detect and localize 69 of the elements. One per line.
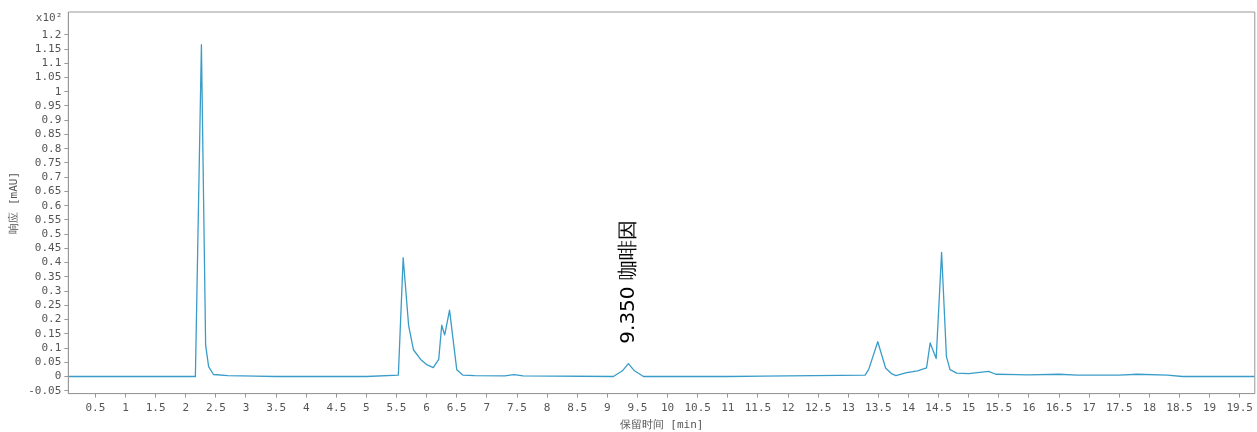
x-tick-label: 19	[1202, 401, 1217, 415]
y-tick-label: 0.65	[34, 184, 62, 198]
x-tick-label: 6	[423, 401, 430, 415]
x-tick-label: 11	[721, 401, 735, 415]
y-tick-label: 1.05	[34, 70, 62, 84]
y-tick-label: 0.25	[34, 298, 62, 312]
x-tick-label: 15.5	[985, 401, 1013, 415]
x-tick-label: 9	[604, 401, 611, 415]
x-tick-label: 14	[901, 401, 916, 415]
y-tick-label: 1.15	[34, 41, 62, 55]
x-tick-label: 18.5	[1166, 401, 1193, 415]
x-tick-label: 16	[1022, 401, 1036, 415]
x-tick-label: 4.5	[326, 401, 347, 415]
x-tick-label: 13.5	[865, 401, 892, 415]
y-tick-label: 0.45	[34, 241, 62, 255]
x-tick-label: 3	[242, 401, 250, 415]
annotation: 9.350 咖啡因	[614, 220, 639, 344]
x-tick-label: 6.5	[446, 401, 467, 415]
x-tick-label: 3.5	[266, 401, 287, 415]
x-tick-label: 12	[781, 401, 795, 415]
x-tick-label: 14.5	[925, 401, 952, 415]
x-tick-label: 7.5	[507, 401, 527, 415]
x-tick-label: 17.5	[1106, 401, 1133, 415]
x-tick-label: 10	[660, 401, 675, 415]
x-tick-label: 9.5	[627, 401, 648, 415]
x-axis-title: 保留时间 [min]	[619, 418, 704, 432]
y-tick-label: 0.5	[41, 226, 62, 240]
x-tick-label: 11.5	[744, 401, 772, 415]
x-tick-label: 2.5	[205, 401, 226, 415]
y-tick-label: 0.35	[34, 269, 62, 283]
y-tick-label: 0.9	[41, 113, 62, 127]
x-tick-label: 1	[122, 401, 129, 415]
y-tick-label: -0.05	[28, 383, 62, 397]
y-tick-label: 0.85	[34, 127, 62, 141]
y-tick-label: 1.2	[41, 27, 62, 41]
x-tick-label: 2	[182, 401, 190, 415]
x-tick-label: 5.5	[386, 401, 407, 415]
x-tick-label: 15	[962, 401, 976, 415]
y-tick-label: 1	[54, 84, 62, 98]
y-axis-title: 响应 [mAU]	[7, 171, 21, 234]
y-tick-label: 0.3	[41, 283, 62, 297]
y-tick-label: 0.8	[41, 141, 62, 155]
x-tick-label: 0.5	[85, 401, 106, 415]
x-tick-label: 4	[302, 401, 310, 415]
y-tick-label: 0.05	[34, 355, 62, 369]
x-tick-label: 10.5	[684, 401, 711, 415]
y-tick-label: 0.4	[41, 255, 62, 269]
x-tick-label: 8.5	[567, 401, 588, 415]
y-tick-label: 0.1	[41, 340, 62, 354]
x-tick-label: 13	[841, 401, 855, 415]
x-tick-label: 5	[363, 401, 370, 415]
x-tick-label: 1.5	[145, 401, 166, 415]
y-tick-label: 0.15	[34, 326, 62, 340]
y-tick-label: 0.95	[34, 98, 62, 112]
x-tick-label: 16.5	[1045, 401, 1073, 415]
y-tick-label: 0.2	[41, 312, 62, 326]
x-tick-label: 8	[543, 401, 551, 415]
y-tick-label: 0	[54, 369, 62, 383]
x-tick-label: 19.5	[1226, 401, 1253, 415]
y-tick-label: 1.1	[41, 56, 62, 70]
x-tick-label: 12.5	[804, 401, 832, 415]
y-tick-label: 0.7	[41, 170, 62, 184]
y-tick-label: 0.75	[34, 155, 62, 169]
y-tick-label: 0.55	[34, 212, 62, 226]
x-tick-label: 17	[1082, 401, 1096, 415]
text: x10²	[35, 10, 63, 24]
x-tick-label: 18	[1142, 401, 1157, 415]
y-tick-label: 0.6	[41, 198, 62, 212]
x-tick-label: 7	[483, 401, 491, 415]
